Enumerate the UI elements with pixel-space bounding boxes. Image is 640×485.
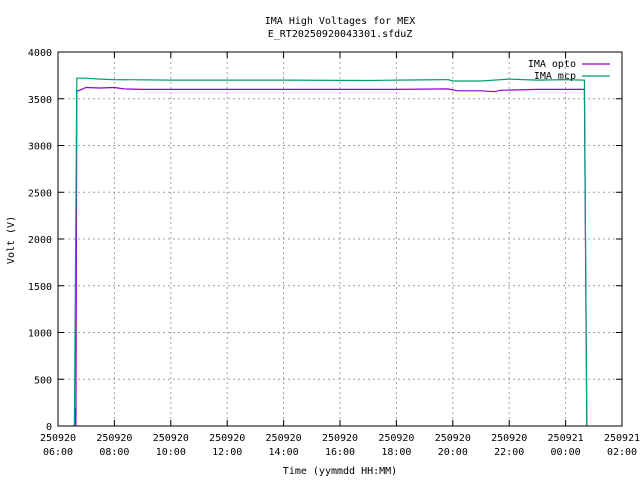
y-tick-label: 4000 xyxy=(28,48,52,59)
legend-label: IMA opto xyxy=(528,59,576,70)
x-tick-label-date: 250920 xyxy=(96,433,132,444)
series-layer xyxy=(73,77,588,427)
ticks xyxy=(57,51,623,427)
y-axis-label: Volt (V) xyxy=(6,216,17,264)
x-tick-label-date: 250920 xyxy=(209,433,245,444)
x-tick-label-time: 20:00 xyxy=(438,447,468,458)
x-axis-label: Time (yymmdd HH:MM) xyxy=(283,466,397,477)
x-tick-label-time: 00:00 xyxy=(551,447,581,458)
x-tick-label-time: 12:00 xyxy=(212,447,242,458)
x-tick-label-time: 18:00 xyxy=(381,447,411,458)
series-line-0 xyxy=(73,86,588,427)
y-tick-label: 3000 xyxy=(28,142,52,153)
x-tick-label-date: 250920 xyxy=(153,433,189,444)
x-tick-label-time: 22:00 xyxy=(494,447,524,458)
x-tick-label-date: 250920 xyxy=(322,433,358,444)
x-tick-label-time: 08:00 xyxy=(99,447,129,458)
y-tick-label: 1000 xyxy=(28,329,52,340)
x-tick-label-date: 250920 xyxy=(378,433,414,444)
chart-subtitle: E_RT20250920043301.sfduZ xyxy=(268,29,413,40)
x-tick-label-date: 250920 xyxy=(435,433,471,444)
y-tick-label: 0 xyxy=(46,422,52,433)
x-tick-labels: 250920 06:00 250920 08:00 250920 10:00 250920 1… xyxy=(40,433,640,458)
grid-lines xyxy=(58,52,622,426)
y-tick-label: 2000 xyxy=(28,235,52,246)
x-tick-label-time: 10:00 xyxy=(156,447,186,458)
chart-title: IMA High Voltages for MEX xyxy=(265,16,416,27)
x-tick-label-date: 250921 xyxy=(548,433,584,444)
x-tick-label-date: 250921 xyxy=(604,433,640,444)
y-tick-label: 2500 xyxy=(28,188,52,199)
x-tick-label-time: 06:00 xyxy=(43,447,73,458)
legend-label: IMA mcp xyxy=(534,71,576,82)
series-line-1 xyxy=(73,77,588,427)
x-tick-label-date: 250920 xyxy=(40,433,76,444)
y-tick-labels: 0 500 1000 1500 2000 2500 3000 3500 4000 xyxy=(28,48,52,433)
x-tick-label-time: 14:00 xyxy=(269,447,299,458)
y-tick-label: 500 xyxy=(34,375,52,386)
x-tick-label-date: 250920 xyxy=(266,433,302,444)
y-tick-label: 3500 xyxy=(28,95,52,106)
y-tick-label: 1500 xyxy=(28,282,52,293)
x-tick-label-time: 16:00 xyxy=(325,447,355,458)
x-tick-label-time: 02:00 xyxy=(607,447,637,458)
x-tick-label-date: 250920 xyxy=(491,433,527,444)
